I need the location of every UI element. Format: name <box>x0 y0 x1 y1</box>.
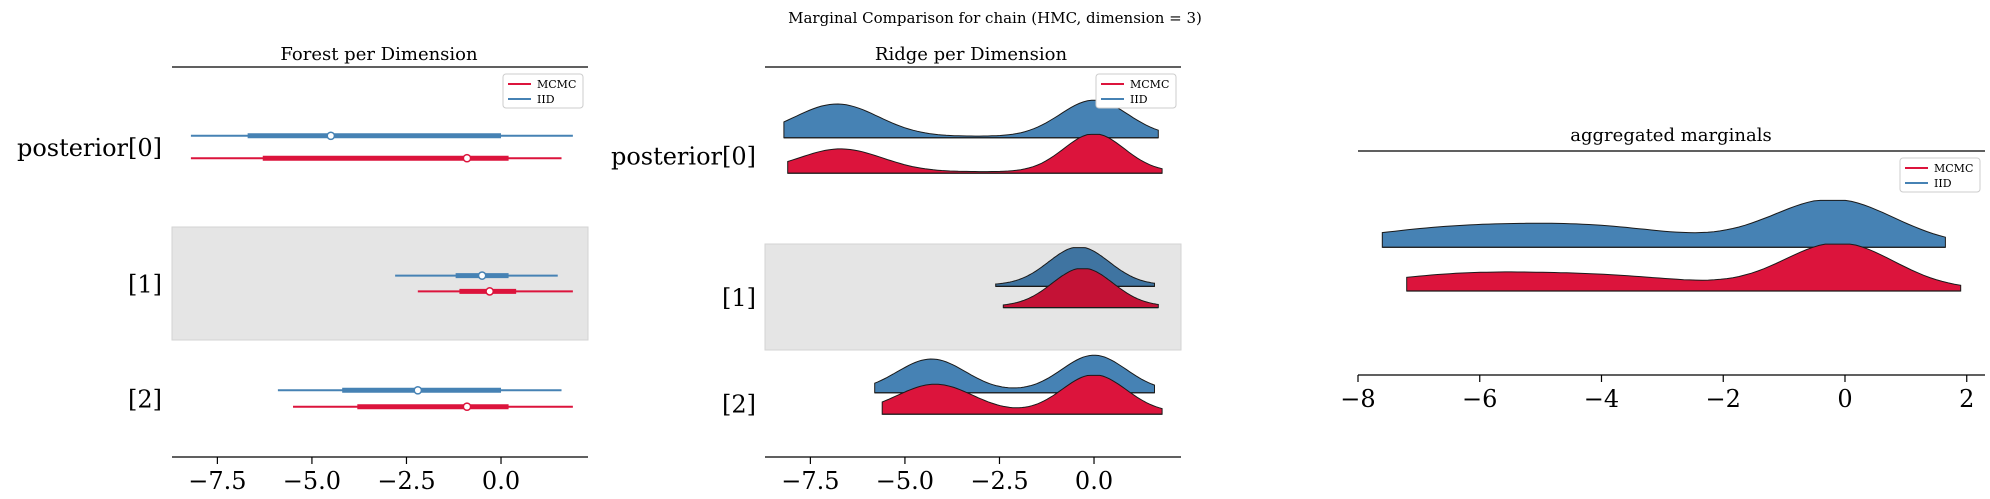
figure-suptitle: Marginal Comparison for chain (HMC, dime… <box>788 9 1202 27</box>
x-tick-label: −8 <box>1340 385 1375 413</box>
row-label: posterior[0] <box>17 134 162 162</box>
row-label: posterior[0] <box>611 143 756 171</box>
legend-label: MCMC <box>1130 78 1169 91</box>
density-ridge <box>1381 199 1946 248</box>
aggregated-title: aggregated marginals <box>1570 125 1771 146</box>
aggregated-panel: aggregated marginals −8 −6 −4 −2 0 2 MCMC IID <box>1340 125 1985 413</box>
x-tick-label: 0 <box>1837 385 1852 413</box>
legend-label: MCMC <box>1934 162 1973 175</box>
row-label: [2] <box>722 391 756 419</box>
forest-panel: Forest per Dimension −7.5 −5.0 −2.5 0.0 post… <box>17 44 589 495</box>
ridge-title: Ridge per Dimension <box>875 44 1068 65</box>
x-tick-label: −2 <box>1706 385 1741 413</box>
x-tick-label: −2.5 <box>970 467 1028 495</box>
mean-point <box>485 287 495 296</box>
mean-point <box>462 153 472 163</box>
shaded-row-band <box>171 226 589 341</box>
density-ridge <box>1002 268 1159 309</box>
x-tick-label: −4 <box>1584 385 1619 413</box>
mean-point <box>326 131 336 141</box>
x-tick-label: −2.5 <box>377 467 435 495</box>
mean-point <box>477 271 487 280</box>
x-tick-label: 2 <box>1959 385 1974 413</box>
x-tick-label: −6 <box>1462 385 1497 413</box>
x-tick-label: −7.5 <box>188 467 246 495</box>
legend-label: IID <box>1934 177 1952 190</box>
mean-point <box>413 385 423 395</box>
x-tick-label: −7.5 <box>781 467 839 495</box>
legend-label: IID <box>537 93 555 106</box>
row-label: [1] <box>722 284 756 312</box>
row-label: [2] <box>128 386 162 414</box>
x-tick-label: 0.0 <box>482 467 520 495</box>
legend-label: IID <box>1130 93 1148 106</box>
density-ridge <box>1406 243 1962 292</box>
density-ridge <box>995 247 1155 287</box>
x-tick-label: 0.0 <box>1075 467 1113 495</box>
forest-title: Forest per Dimension <box>280 44 478 65</box>
density-ridge <box>881 374 1163 415</box>
mean-point <box>462 402 472 412</box>
x-tick-label: −5.0 <box>283 467 341 495</box>
row-label: [1] <box>128 271 162 299</box>
ridge-panel: Ridge per Dimension −7.5 −5.0 −2.5 0.0 poste… <box>611 44 1182 495</box>
density-ridge <box>787 133 1163 174</box>
legend-label: MCMC <box>537 78 576 91</box>
x-tick-label: −5.0 <box>876 467 934 495</box>
